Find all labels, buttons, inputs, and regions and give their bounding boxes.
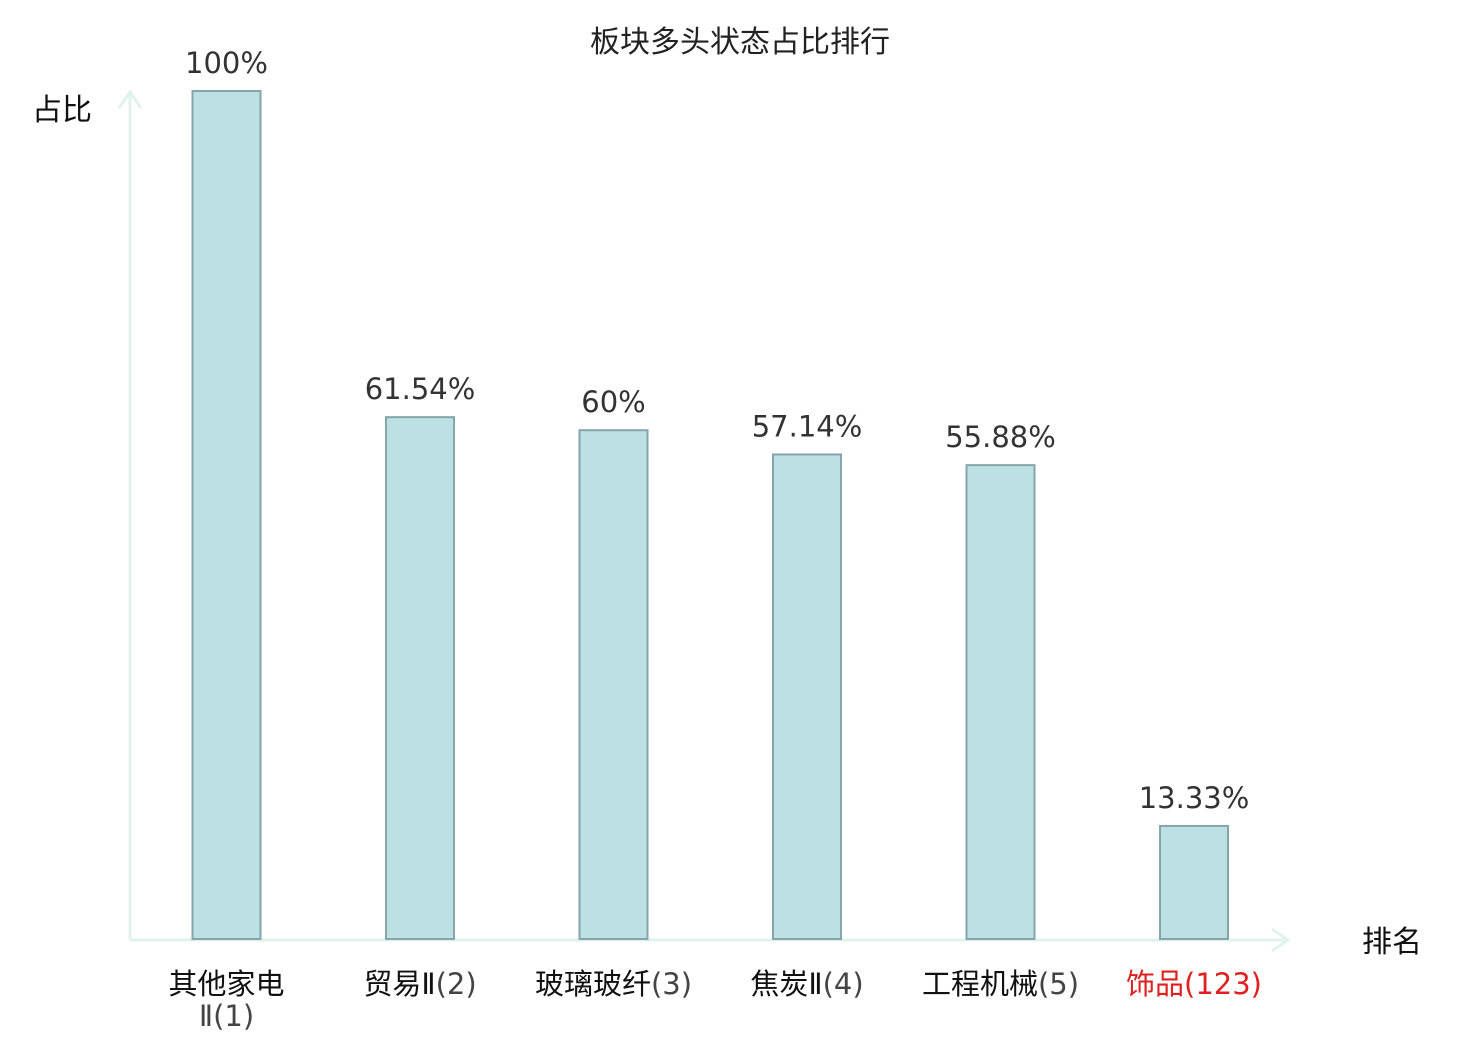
x-tick-rank-4: (4)	[823, 967, 864, 1001]
x-tick-name-5: 工程机械	[922, 967, 1038, 1001]
x-tick-label-4: 焦炭Ⅱ(4)	[750, 967, 863, 1001]
x-axis	[130, 927, 1291, 953]
x-tick-label-2: 贸易Ⅱ(2)	[363, 967, 476, 1001]
data-label-5: 55.88%	[945, 420, 1056, 454]
x-tick-label-1-line2: Ⅱ(1)	[199, 999, 254, 1033]
x-tick-rank-3: (3)	[651, 967, 692, 1001]
bar-6	[1159, 824, 1229, 941]
data-label-4: 57.14%	[752, 409, 863, 443]
data-label-1: 100%	[185, 46, 268, 80]
x-tick-label-5: 工程机械(5)	[922, 967, 1079, 1001]
bar-5	[965, 464, 1036, 940]
x-tick-name-6: 饰品	[1126, 967, 1184, 1001]
bar-1	[191, 90, 262, 940]
data-label-6: 13.33%	[1139, 781, 1250, 815]
value-labels-group: 100% 61.54% 60% 57.14% 55.88% 13.33%	[185, 46, 1249, 815]
x-tick-label-3: 玻璃玻纤(3)	[535, 967, 692, 1001]
x-tick-label-1: 其他家电	[168, 967, 284, 1001]
x-tick-name2-1: Ⅱ	[199, 999, 213, 1033]
x-tick-name-3: 玻璃玻纤	[535, 967, 651, 1001]
x-tick-name-4: 焦炭Ⅱ	[750, 967, 822, 1001]
bar-4	[772, 453, 842, 940]
x-tick-rank-5: (5)	[1038, 967, 1079, 1001]
bars-group	[191, 90, 1229, 941]
x-tick-rank-2: (2)	[436, 967, 477, 1001]
x-tick-rank-6: (123)	[1184, 967, 1262, 1001]
bar-3	[578, 429, 649, 940]
x-tick-rank-1: (1)	[213, 999, 254, 1033]
x-axis-label: 排名	[1362, 925, 1422, 960]
chart-title: 板块多头状态占比排行	[590, 25, 890, 60]
y-axis-label: 占比	[32, 93, 92, 128]
x-tick-name-2: 贸易Ⅱ	[363, 967, 435, 1001]
data-label-2: 61.54%	[365, 372, 476, 406]
x-tick-name-1: 其他家电	[168, 967, 284, 1001]
x-tick-label-6: 饰品(123)	[1126, 967, 1262, 1001]
data-label-3: 60%	[581, 385, 645, 419]
bar-2	[385, 416, 455, 940]
y-axis	[117, 89, 143, 940]
